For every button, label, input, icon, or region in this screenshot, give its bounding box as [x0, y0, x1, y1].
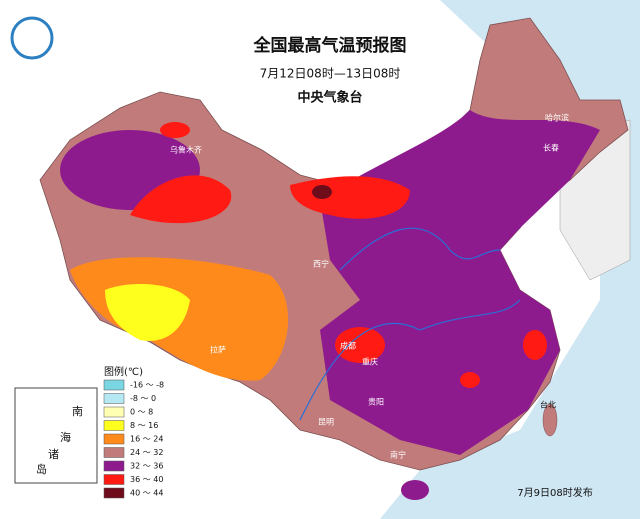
city-label: 重庆 [362, 357, 378, 367]
city-label: 乌鲁木齐 [170, 145, 202, 155]
city-label: 贵阳 [368, 397, 384, 407]
inset-label: 岛 [36, 462, 47, 476]
city-label: 南宁 [390, 450, 406, 460]
legend-label: -16 ～ -8 [130, 381, 164, 390]
map-title: 全国最高气温预报图 [253, 35, 407, 56]
legend-label: -8 ～ 0 [130, 394, 156, 403]
logo [10, 16, 54, 60]
taiwan [542, 403, 558, 437]
city-label: 哈尔滨 [545, 113, 569, 123]
legend-swatch [103, 474, 125, 485]
river [339, 227, 501, 271]
legend-label: 24 ～ 32 [130, 448, 163, 457]
legend-label: 16 ～ 24 [130, 435, 163, 444]
footer: 7月9日08时发布 [517, 486, 592, 499]
legend-label: 32 ～ 36 [130, 462, 163, 471]
river [299, 299, 521, 421]
legend-label: 0 ～ 8 [130, 408, 153, 417]
city-label: 西宁 [313, 259, 329, 269]
issuer: 中央气象台 [297, 90, 362, 106]
zone-darkred [312, 185, 332, 199]
zone-red [523, 330, 547, 360]
sea [380, 0, 640, 519]
legend-swatch [103, 379, 125, 391]
inset-label: 海 [60, 430, 71, 444]
legend-swatch [103, 433, 125, 445]
zone-red [460, 372, 480, 388]
hainan [401, 480, 429, 500]
legend-swatch [103, 393, 125, 404]
legend-title: 图例(℃) [104, 365, 143, 378]
legend-label: 40 ～ 44 [130, 489, 163, 498]
zone-red [335, 327, 385, 363]
legend-swatch [103, 420, 125, 431]
inset-label: 南 [72, 405, 83, 418]
city-label: 昆明 [318, 418, 334, 427]
legend-swatch [103, 447, 125, 458]
legend-swatch [103, 406, 125, 418]
inset-label: 诸 [48, 448, 59, 461]
legend-swatch [103, 487, 125, 499]
inset-box [14, 387, 98, 484]
zone-yellow [105, 284, 190, 341]
zone-red [130, 175, 232, 224]
city-label: 长春 [543, 143, 559, 153]
city-label: 拉萨 [210, 345, 226, 355]
legend-label: 36 ～ 40 [130, 475, 163, 484]
legend: 图例(℃) -16 ～ -8 -8 ～ 0 0 ～ 8 8 ～ 16 16 ～ 24 24… [103, 365, 164, 499]
city-label: 台北 [540, 400, 556, 410]
legend-label: 8 ～ 16 [130, 421, 158, 430]
period: 7月12日08时—13日08时 [260, 67, 401, 81]
city-label: 成都 [340, 341, 356, 351]
legend-swatch [103, 460, 125, 472]
zone-red [160, 122, 190, 138]
